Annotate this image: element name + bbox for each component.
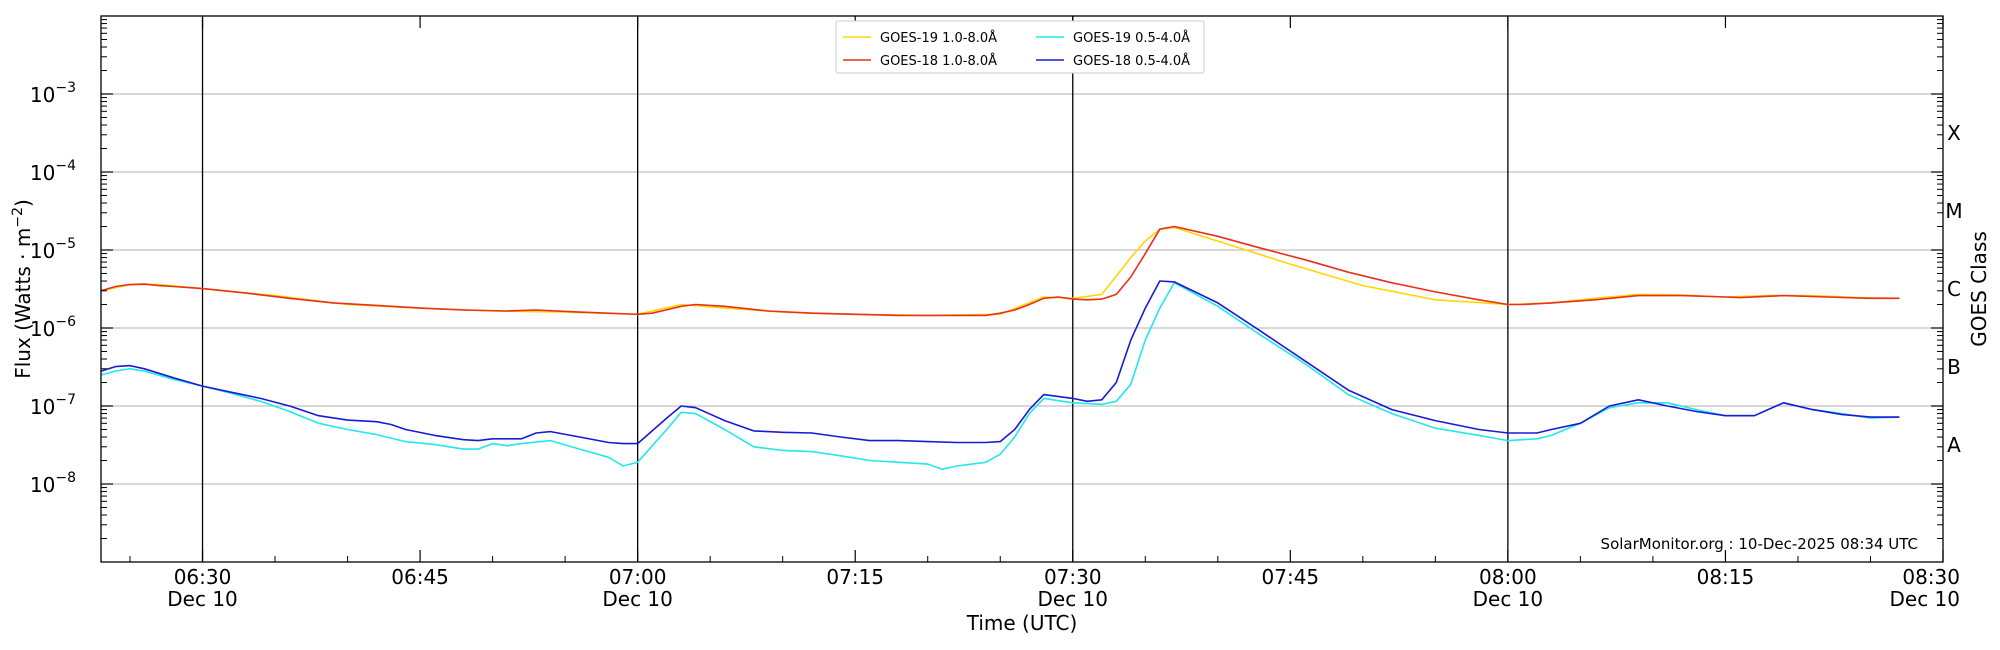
y-tick-exponent: −4 bbox=[55, 158, 76, 174]
goes-class-label: B bbox=[1947, 355, 1961, 379]
legend-label-goes18-long: GOES-18 1.0-8.0Å bbox=[880, 53, 997, 69]
y-tick-exponent: −6 bbox=[55, 314, 76, 330]
y-axis-title: Flux (Watts · m−2) bbox=[10, 199, 35, 379]
x-tick-time-label: 07:30 bbox=[1044, 565, 1102, 589]
y-axis-title-close: ) bbox=[11, 199, 35, 207]
y-tick-base: 10 bbox=[30, 83, 55, 107]
x-tick-date-label: Dec 10 bbox=[167, 587, 238, 611]
legend-label-goes18-short: GOES-18 0.5-4.0Å bbox=[1073, 53, 1190, 69]
grid-layer bbox=[101, 93, 1943, 485]
y-tick-exponent: −5 bbox=[55, 236, 76, 252]
series-layer bbox=[100, 225, 1900, 471]
y-tick-exponent: −7 bbox=[55, 392, 76, 408]
goes-class-label: M bbox=[1945, 199, 1962, 223]
plot-frame bbox=[100, 15, 1944, 563]
x-axis-title: Time (UTC) bbox=[966, 611, 1078, 635]
x-tick-time-label: 06:30 bbox=[174, 565, 232, 589]
x-tick-date-label: Dec 10 bbox=[602, 587, 673, 611]
y-axis-title-exponent: −2 bbox=[10, 207, 26, 228]
y-tick-base: 10 bbox=[30, 473, 55, 497]
x-tick-time-label: 07:00 bbox=[609, 565, 667, 589]
vertical-marker-layer bbox=[201, 16, 1509, 562]
legend-box bbox=[835, 20, 1205, 74]
x-tick-time-label: 08:30 bbox=[1902, 565, 1960, 589]
footer-annotation: SolarMonitor.org : 10-Dec-2025 08:34 UTC bbox=[1601, 535, 1918, 553]
y-tick-label: 10−4 bbox=[30, 158, 76, 185]
y-tick-base: 10 bbox=[30, 239, 55, 263]
x-tick-date-label: Dec 10 bbox=[1038, 587, 1109, 611]
legend: GOES-19 1.0-8.0Å GOES-18 1.0-8.0Å GOES-1… bbox=[835, 20, 1205, 74]
tick-layer bbox=[101, 16, 1944, 562]
legend-label-goes19-short: GOES-19 0.5-4.0Å bbox=[1073, 30, 1190, 46]
y-tick-exponent: −8 bbox=[55, 470, 76, 486]
x-tick-date-label: Dec 10 bbox=[1889, 587, 1960, 611]
y-tick-base: 10 bbox=[30, 161, 55, 185]
y-tick-label: 10−5 bbox=[30, 236, 76, 263]
series-line bbox=[100, 281, 1900, 471]
x-tick-time-label: 07:45 bbox=[1262, 565, 1320, 589]
goes-class-label: X bbox=[1947, 121, 1961, 145]
y-axis-title-main: Flux (Watts · m bbox=[11, 228, 35, 379]
x-tick-time-label: 06:45 bbox=[391, 565, 449, 589]
y-tick-label: 10−3 bbox=[30, 80, 76, 107]
legend-label-goes19-long: GOES-19 1.0-8.0Å bbox=[880, 30, 997, 46]
x-tick-date-label: Dec 10 bbox=[1473, 587, 1544, 611]
x-tick-time-label: 07:15 bbox=[826, 565, 884, 589]
y-tick-label: 10−6 bbox=[30, 314, 76, 341]
right-axis-title: GOES Class bbox=[1967, 231, 1991, 347]
y-tick-base: 10 bbox=[30, 395, 55, 419]
y-tick-label: 10−7 bbox=[30, 392, 76, 419]
y-tick-label: 10−8 bbox=[30, 470, 76, 497]
x-tick-time-label: 08:00 bbox=[1479, 565, 1537, 589]
goes-class-label: C bbox=[1947, 277, 1961, 301]
y-tick-exponent: −3 bbox=[55, 80, 76, 96]
x-tick-time-label: 08:15 bbox=[1697, 565, 1755, 589]
series-line bbox=[100, 280, 1900, 445]
y-tick-base: 10 bbox=[30, 317, 55, 341]
goes-class-label: A bbox=[1947, 433, 1961, 457]
series-line bbox=[100, 225, 1900, 317]
